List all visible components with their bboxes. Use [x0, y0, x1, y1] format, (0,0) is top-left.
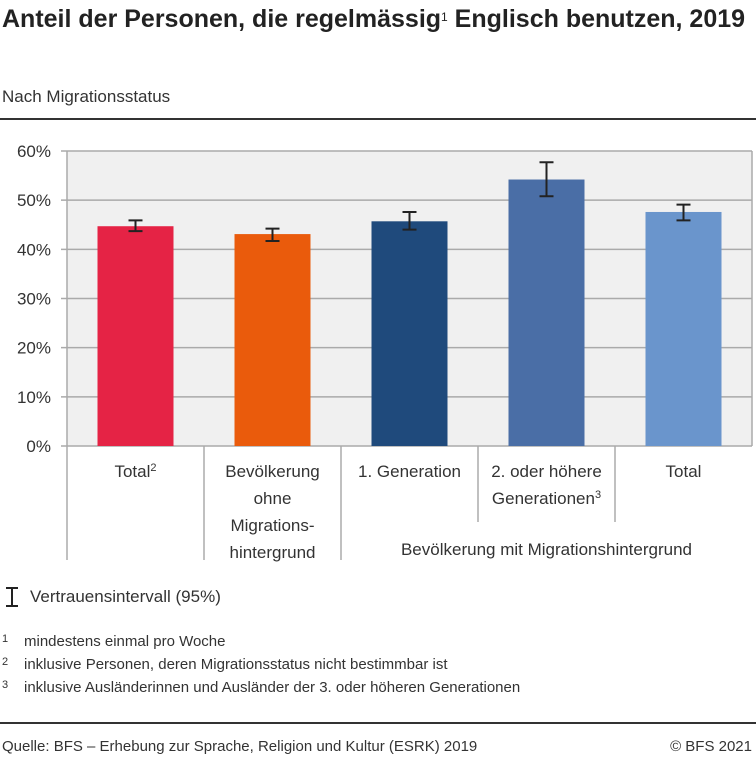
y-tick-label: 60% — [17, 142, 51, 161]
y-tick-label: 40% — [17, 240, 51, 259]
chart-subtitle: Nach Migrationsstatus — [2, 87, 171, 106]
y-tick-label: 20% — [17, 339, 51, 358]
bar-chart: 0% 10% 20% 30% 40% 50% 60% Total2 Bevölkerung ohn… — [17, 142, 753, 562]
footnote-3: 3 inklusive Ausländerinnen und Ausländer … — [2, 679, 521, 696]
x-tick-label: Total — [666, 462, 702, 481]
bar — [371, 221, 448, 446]
bar — [645, 211, 722, 446]
bar — [508, 179, 585, 446]
legend-label: Vertrauensintervall (95%) — [30, 587, 221, 606]
error-bar — [676, 203, 691, 222]
x-tick-label: Migrations- — [230, 516, 314, 535]
y-tick-label: 50% — [17, 191, 51, 210]
copyright: © BFS 2021 — [670, 738, 752, 755]
bar — [97, 226, 174, 446]
x-tick-label: 2. oder höhere — [491, 462, 602, 481]
x-tick-label: 1. Generation — [358, 462, 461, 481]
error-bar — [402, 210, 417, 231]
x-tick-label: hintergrund — [229, 543, 315, 562]
source: Quelle: BFS – Erhebung zur Sprache, Reli… — [2, 738, 478, 755]
y-tick-label: 10% — [17, 388, 51, 407]
x-tick-label: ohne — [254, 489, 292, 508]
chart-title: Anteil der Personen, die regelmässig1 En… — [2, 5, 746, 33]
divider — [0, 118, 756, 120]
error-bar — [128, 219, 143, 233]
bar — [234, 234, 311, 446]
footnote-2: 2 inklusive Personen, deren Migrationssta… — [2, 656, 448, 673]
x-tick-label: Bevölkerung — [225, 462, 320, 481]
group-label: Bevölkerung mit Migrationshintergrund — [401, 540, 692, 559]
legend: Vertrauensintervall (95%) — [6, 587, 221, 607]
error-bar-icon — [6, 587, 18, 607]
footnote-1: 1 mindestens einmal pro Woche — [2, 633, 226, 650]
divider — [0, 722, 756, 724]
error-bar — [265, 227, 280, 242]
error-bar — [539, 161, 554, 198]
x-tick-label: Total2 — [114, 462, 156, 481]
y-tick-label: 0% — [26, 437, 51, 456]
x-tick-label: Generationen3 — [492, 489, 601, 508]
y-tick-label: 30% — [17, 290, 51, 309]
